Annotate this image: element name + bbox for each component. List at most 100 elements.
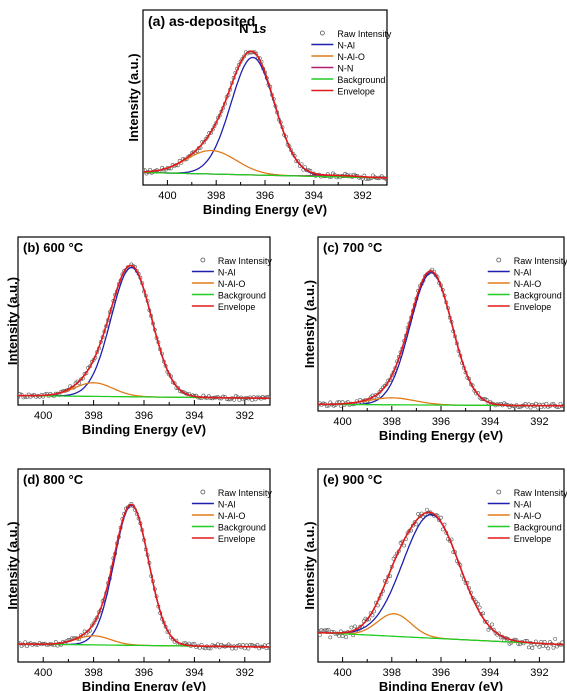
raw-point [486,627,491,632]
legend: Raw Intensity N-AlN-Al-O BackgroundEnvelop… [487,256,567,312]
raw-point [18,395,20,399]
legend-label: Background [218,523,266,533]
raw-point [326,627,331,632]
legend-label: Envelope [337,87,375,97]
y-axis-label: Intensity (a.u.) [302,521,317,609]
raw-point [377,390,382,395]
x-tick-label: 392 [236,410,254,422]
raw-point [481,611,486,616]
x-tick-label: 392 [530,667,548,679]
raw-point [318,633,322,637]
x-axis-label: Binding Energy (eV) [82,422,206,437]
legend-label: Raw Intensity [218,488,273,498]
legend-label: N-N [337,64,353,74]
raw-point [477,605,482,610]
x-tick-label: 392 [236,667,254,679]
legend-label: N-Al-O [218,511,246,521]
panel-title: (b) 600 °C [23,240,84,255]
y-axis-label: Intensity (a.u.) [126,53,141,141]
raw-point [79,377,83,382]
plot-area [18,262,270,402]
raw-point [439,515,443,520]
x-tick-label: 400 [34,410,52,422]
x-tick-label: 396 [432,416,450,428]
legend-label: N-Al-O [218,279,246,289]
y-axis-label: Intensity (a.u.) [302,280,317,368]
raw-point [196,146,201,150]
raw-point [546,646,551,651]
legend-label: N-Al [514,268,532,278]
x-tick-label: 400 [158,190,176,202]
series-envelope [18,264,270,400]
legend-label: Envelope [514,302,552,312]
raw-point [414,522,419,527]
legend-label: Background [337,75,385,85]
legend-label: Background [514,523,562,533]
series-envelope [18,503,270,648]
legend-label: Raw Intensity [514,488,567,498]
x-tick-label: 400 [333,416,351,428]
x-tick-label: 394 [481,667,499,679]
legend-label: N-Al [218,268,236,278]
raw-point [349,625,354,630]
raw-point [535,405,540,410]
raw-point [490,622,494,627]
raw-point [318,628,320,633]
raw-point [551,645,556,650]
raw-point [544,401,549,406]
x-tick-label: 396 [256,190,274,202]
x-tick-label: 398 [207,190,225,202]
raw-point [323,628,327,633]
x-axis-label: Binding Energy (eV) [203,202,327,217]
plot-area [18,502,270,651]
series-envelope [318,511,564,646]
raw-point [143,168,145,173]
chart-panel-1: 400 398 396 394 392 Binding Energy (eV) Intens… [5,236,273,437]
legend-marker [200,257,206,263]
legend: Raw Intensity N-AlN-Al-O BackgroundEnvelop… [191,488,273,544]
legend-label: Raw Intensity [514,256,567,266]
legend-marker [319,30,325,36]
legend-label: N-Al [514,500,532,510]
y-axis-label: Intensity (a.u.) [5,521,20,609]
legend-label: N-Al-O [514,511,542,521]
peak-annotation: N 1s [239,21,266,36]
raw-point [340,634,345,638]
raw-point [176,386,181,390]
legend-label: N-Al [218,500,236,510]
raw-point [553,636,558,641]
raw-point [215,642,220,647]
panel-title: (d) 800 °C [23,472,84,487]
raw-point [328,635,333,640]
legend-label: Background [218,291,266,301]
x-tick-label: 400 [34,667,52,679]
series-background [143,171,387,179]
legend-label: Raw Intensity [218,256,273,266]
raw-point [425,507,429,512]
legend: Raw Intensity N-AlN-Al-O BackgroundEnvelop… [487,488,567,544]
raw-point [418,514,422,519]
legend-label: Background [514,291,562,301]
raw-point [530,646,535,650]
series-envelope [143,50,387,179]
x-tick-label: 392 [353,190,371,202]
x-tick-label: 396 [432,667,450,679]
raw-intensity-points [318,267,564,410]
legend: Raw Intensity N-AlN-Al-O BackgroundEnvelop… [191,256,273,312]
x-tick-label: 394 [185,667,203,679]
panel-title: (c) 700 °C [323,240,383,255]
raw-point [324,628,329,633]
x-tick-label: 394 [305,190,323,202]
x-tick-label: 396 [135,410,153,422]
chart-panel-2: 400 398 396 394 392 Binding Energy (eV) Intens… [302,236,567,443]
raw-point [541,644,545,648]
plot-area [318,507,564,651]
x-axis-label: Binding Energy (eV) [379,679,503,691]
x-tick-label: 398 [84,410,102,422]
x-tick-label: 394 [185,410,203,422]
legend-label: Envelope [218,302,256,312]
chart-panel-3: 400 398 396 394 392 Binding Energy (eV) Intens… [5,468,273,691]
legend-label: N-Al-O [514,279,542,289]
x-tick-label: 398 [84,667,102,679]
x-tick-label: 398 [383,667,401,679]
